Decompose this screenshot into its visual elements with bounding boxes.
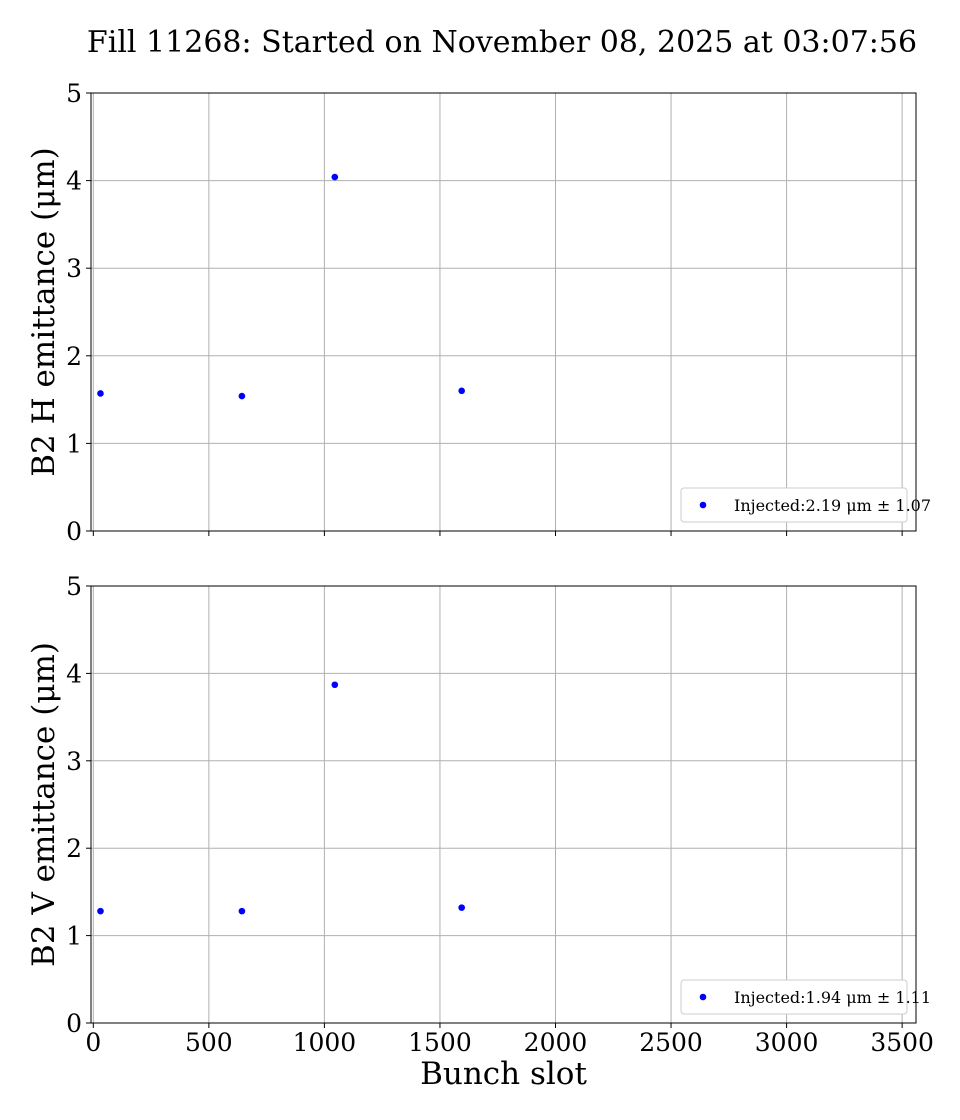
legend-marker: [699, 993, 707, 1001]
x-tick-label: 2000: [524, 1028, 588, 1057]
x-tick-label: 3000: [755, 1028, 819, 1057]
x-tick-label: 3500: [870, 1028, 934, 1057]
data-point: [97, 390, 104, 397]
y-tick-label: 2: [66, 834, 82, 863]
y-tick-label: 3: [66, 747, 82, 776]
legend-label: Injected:2.19 μm ± 1.07: [734, 496, 931, 515]
y-tick-label: 2: [66, 342, 82, 371]
plot-frame: [90, 585, 917, 1024]
x-tick-label: 0: [85, 1028, 101, 1057]
y-tick-label: 4: [66, 167, 82, 196]
y-tick-label: 1: [66, 429, 82, 458]
y-tick-label: 3: [66, 254, 82, 283]
y-axis-label: B2 H emittance (μm): [26, 147, 62, 477]
legend-marker: [699, 501, 707, 509]
legend: Injected:2.19 μm ± 1.07: [680, 487, 931, 523]
data-point: [238, 907, 246, 915]
data-point: [238, 392, 246, 400]
y-tick-label: 5: [66, 79, 82, 108]
y-tick-label: 1: [66, 922, 82, 951]
panel-2: 0 500 1000 1500 2000 2500 3000 3500 0 1 2 3 4 5 B2 V e…: [26, 572, 934, 1092]
plot-frame: [90, 92, 917, 532]
y-tick-label: 0: [66, 1009, 82, 1038]
y-tick-label: 4: [66, 659, 82, 688]
legend-box: [680, 487, 908, 523]
x-tick-label: 1500: [408, 1028, 472, 1057]
legend-label: Injected:1.94 μm ± 1.11: [734, 988, 931, 1007]
x-axis-label: Bunch slot: [420, 1056, 587, 1092]
legend: Injected:1.94 μm ± 1.11: [680, 979, 931, 1015]
x-tick-label: 1000: [293, 1028, 357, 1057]
y-tick-label: 0: [66, 517, 82, 546]
legend-box: [680, 979, 908, 1015]
y-tick-label: 5: [66, 572, 82, 601]
data-point: [97, 907, 104, 915]
x-tick-label: 500: [185, 1028, 233, 1057]
y-axis-label: B2 V emittance (μm): [26, 642, 62, 967]
data-point: [331, 681, 339, 689]
data-point: [458, 387, 465, 395]
data-point: [458, 904, 465, 911]
data-point: [331, 173, 339, 181]
x-tick-label: 2500: [639, 1028, 703, 1057]
panel-1: 0 1 2 3 4 5 B2 H emittance (μm) Injected:2.19 μ…: [26, 79, 931, 546]
figure-title: Fill 11268: Started on November 08, 2025…: [87, 25, 917, 60]
